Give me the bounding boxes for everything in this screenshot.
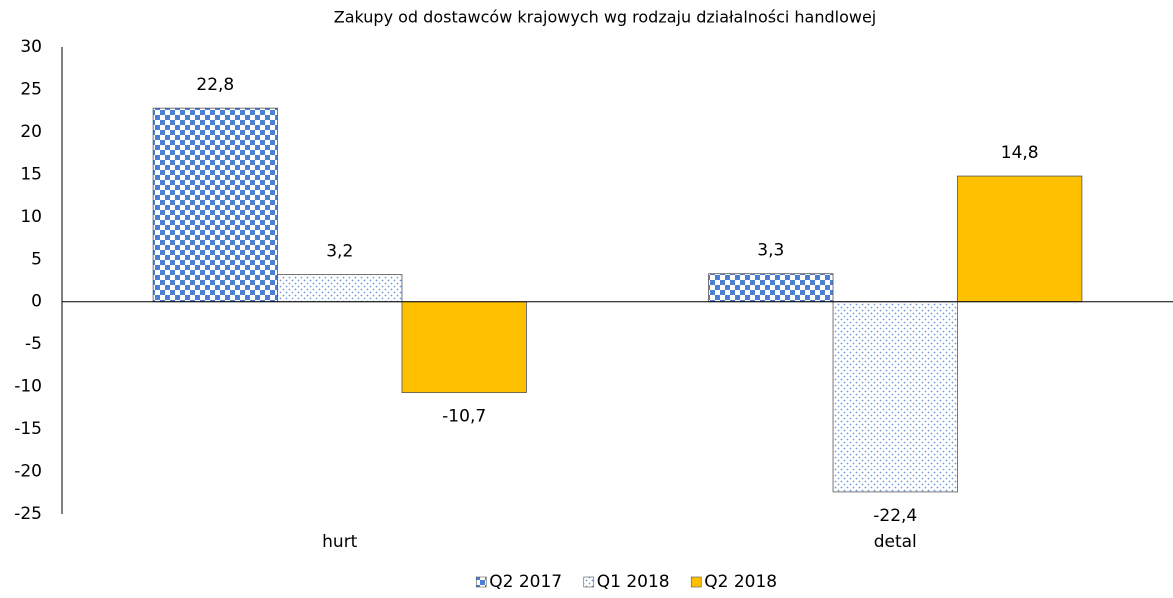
legend-swatch xyxy=(583,576,595,588)
x-tick-label: hurt xyxy=(322,532,358,552)
y-tick-label: -5 xyxy=(25,334,42,354)
value-label: 14,8 xyxy=(1001,143,1039,163)
y-tick-label: 30 xyxy=(20,37,42,57)
y-tick-label: 0 xyxy=(31,292,42,312)
bar xyxy=(708,273,834,303)
legend-swatch xyxy=(690,576,702,588)
legend-label: Q1 2018 xyxy=(597,572,670,592)
x-tick-label: detal xyxy=(874,532,917,552)
value-label: 3,2 xyxy=(326,242,353,262)
legend-label: Q2 2017 xyxy=(489,572,562,592)
y-tick-label: -20 xyxy=(14,462,42,482)
legend-label: Q2 2018 xyxy=(704,572,777,592)
bar xyxy=(277,274,403,303)
bar xyxy=(401,301,527,393)
value-label: -10,7 xyxy=(442,407,486,427)
bar xyxy=(152,107,278,303)
y-tick-label: 15 xyxy=(20,164,42,184)
y-tick-label: 10 xyxy=(20,207,42,227)
bar xyxy=(832,301,958,493)
legend-swatch xyxy=(475,576,487,588)
y-tick-label: 25 xyxy=(20,79,42,99)
y-tick-label: 20 xyxy=(20,122,42,142)
value-label: -22,4 xyxy=(873,506,917,526)
y-tick-label: -10 xyxy=(14,377,42,397)
y-tick-label: -15 xyxy=(14,419,42,439)
chart-title: Zakupy od dostawców krajowych wg rodzaju… xyxy=(334,8,877,27)
bar xyxy=(957,175,1083,303)
value-label: 3,3 xyxy=(757,241,784,261)
value-label: 22,8 xyxy=(196,75,234,95)
y-tick-label: -25 xyxy=(14,504,42,524)
y-tick-label: 5 xyxy=(31,249,42,269)
